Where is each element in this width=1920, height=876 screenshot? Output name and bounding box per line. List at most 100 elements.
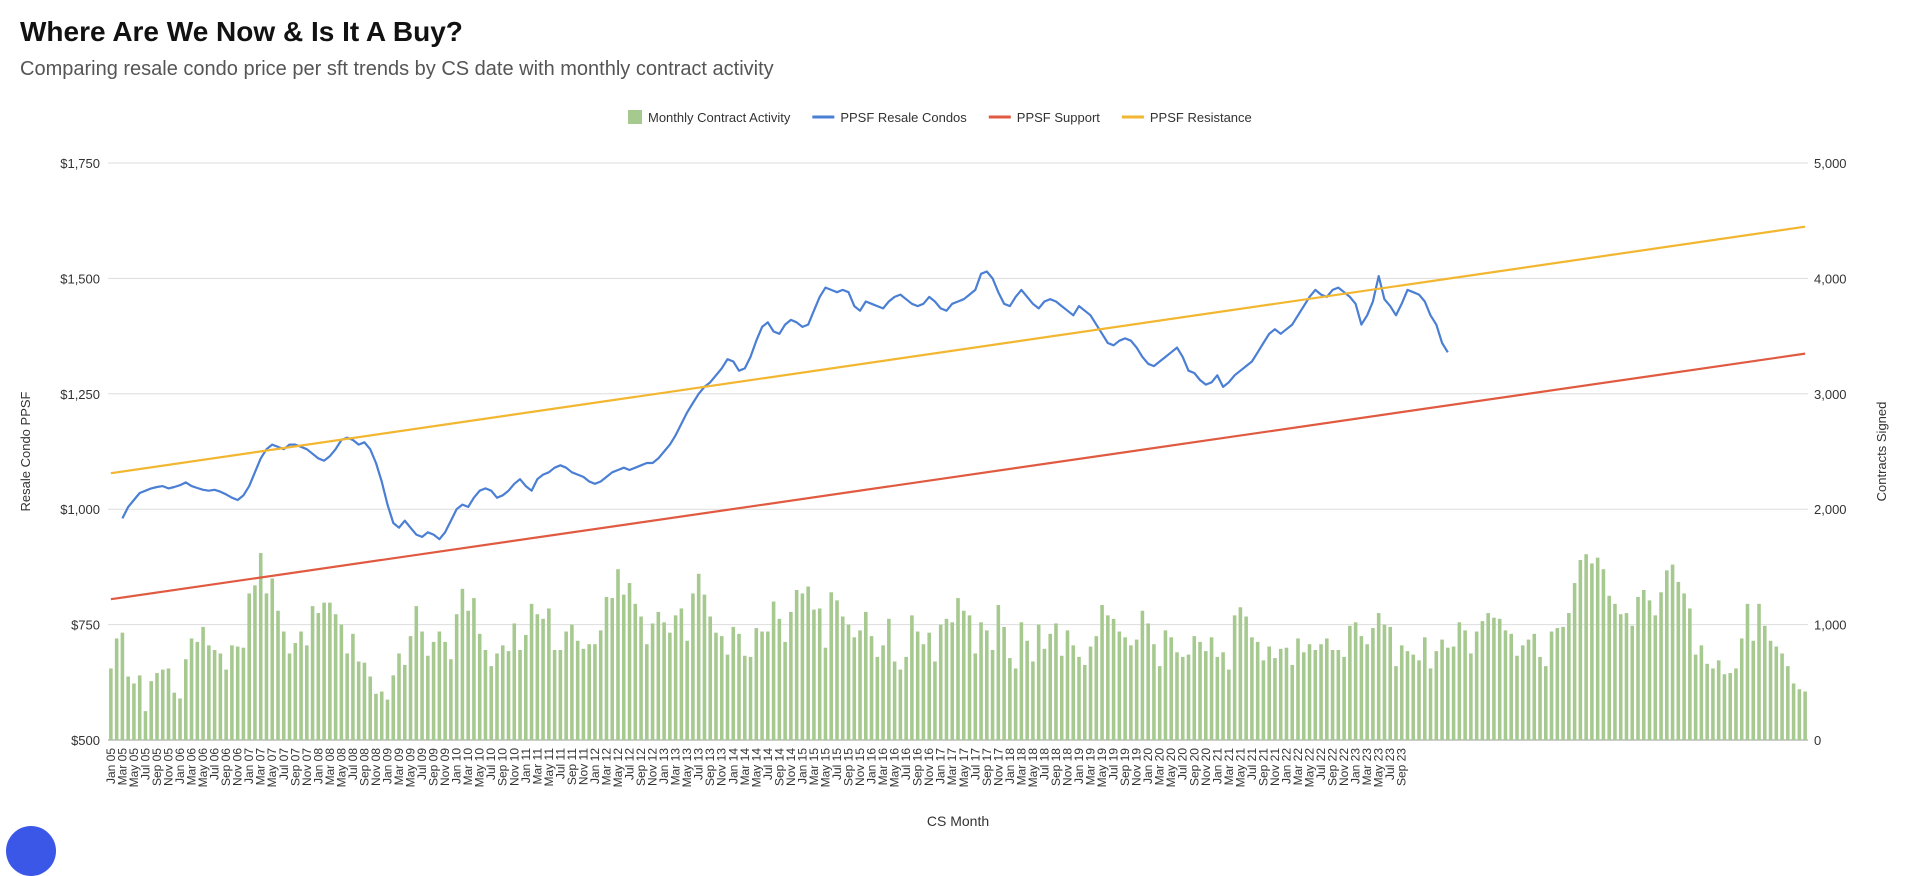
- bar: [645, 644, 649, 740]
- x-tick-label: Jul 09: [415, 748, 429, 780]
- x-axis-label: CS Month: [927, 813, 989, 829]
- bar: [1394, 666, 1398, 740]
- bar: [1497, 618, 1502, 740]
- bar: [397, 653, 401, 740]
- bar: [1469, 653, 1473, 740]
- bar: [610, 598, 615, 740]
- x-tick-label: May 21: [1233, 748, 1247, 788]
- legend-label: PPSF Resale Condos: [840, 110, 967, 125]
- y-tick-label-right: 0: [1814, 733, 1821, 748]
- bar: [1457, 622, 1462, 740]
- bar: [1025, 640, 1029, 740]
- bar: [892, 661, 897, 740]
- bar: [748, 656, 753, 740]
- bar: [1647, 600, 1652, 740]
- bar: [454, 614, 459, 740]
- bar: [1319, 644, 1323, 740]
- y-tick-label-left: $1,500: [60, 271, 100, 286]
- bar: [1186, 654, 1191, 740]
- x-tick-label: Sep 23: [1395, 748, 1409, 786]
- bar: [1428, 668, 1433, 740]
- bar: [990, 649, 995, 740]
- bar: [1567, 613, 1571, 740]
- x-tick-label: May 05: [127, 748, 141, 788]
- bar: [385, 699, 390, 740]
- bar: [1624, 613, 1629, 740]
- bar: [1036, 624, 1041, 740]
- avatar[interactable]: [6, 826, 56, 876]
- bar: [270, 578, 275, 740]
- bar: [587, 644, 591, 740]
- bar: [673, 615, 678, 740]
- x-tick-label: May 19: [1095, 748, 1109, 788]
- y-tick-label-right: 1,000: [1814, 618, 1847, 633]
- bar: [1244, 616, 1248, 740]
- bar: [1267, 646, 1271, 740]
- bar: [1705, 663, 1709, 740]
- y-tick-label-left: $1,000: [60, 502, 100, 517]
- bar: [1803, 691, 1807, 740]
- x-tick-label: Sep 16: [911, 748, 925, 786]
- bar: [1480, 621, 1485, 740]
- y-tick-label-right: 5,000: [1814, 156, 1847, 171]
- bar: [160, 669, 165, 740]
- bar: [627, 583, 632, 740]
- bar: [1538, 656, 1542, 740]
- bar: [1440, 639, 1444, 740]
- bar: [1255, 641, 1260, 740]
- bar: [575, 640, 580, 740]
- bar: [742, 655, 747, 740]
- bar: [1618, 614, 1623, 740]
- bar: [506, 651, 511, 740]
- bar: [1601, 569, 1606, 740]
- bar: [967, 615, 972, 740]
- bar: [1163, 630, 1168, 740]
- x-tick-label: Jul 08: [346, 748, 360, 780]
- bar: [1670, 564, 1675, 740]
- x-tick-label: Nov 17: [991, 748, 1005, 786]
- bar: [719, 636, 724, 740]
- bar: [650, 623, 655, 740]
- x-tick-label: Jan 05: [104, 748, 118, 784]
- bar: [1578, 559, 1583, 740]
- bar: [109, 668, 113, 740]
- x-tick-label: Nov 19: [1130, 748, 1144, 786]
- bar: [1019, 622, 1024, 740]
- bar: [1422, 637, 1427, 740]
- bar: [218, 653, 223, 740]
- x-tick-label: Mar 10: [461, 748, 475, 786]
- x-tick-label: Jan 07: [242, 748, 256, 784]
- bar: [207, 645, 211, 740]
- bar: [195, 641, 200, 740]
- bar: [1526, 639, 1531, 740]
- x-tick-label: May 18: [1026, 748, 1040, 788]
- bar: [437, 631, 442, 740]
- bar: [1411, 654, 1416, 740]
- x-tick-label: Jul 16: [899, 748, 913, 780]
- x-tick-label: Mar 21: [1222, 748, 1236, 786]
- bar: [1636, 596, 1640, 740]
- bar: [973, 653, 978, 740]
- bar: [541, 618, 545, 740]
- bar: [656, 611, 661, 740]
- bar: [362, 662, 367, 740]
- bar: [996, 604, 1001, 740]
- x-tick-label: Nov 10: [507, 748, 521, 786]
- bar: [258, 553, 263, 740]
- x-tick-label: Nov 11: [576, 748, 590, 785]
- x-tick-label: May 16: [888, 748, 902, 788]
- bar: [835, 600, 839, 740]
- x-tick-label: Sep 13: [703, 748, 717, 786]
- bar: [1013, 668, 1018, 740]
- x-tick-label: May 07: [265, 748, 279, 788]
- bar: [1215, 656, 1220, 740]
- bar: [1751, 640, 1756, 740]
- bar: [1474, 631, 1479, 740]
- bar: [1630, 625, 1635, 740]
- bar: [1232, 615, 1237, 740]
- y-tick-label-right: 3,000: [1814, 387, 1847, 402]
- bar: [287, 653, 292, 740]
- bar: [1463, 630, 1467, 740]
- bar: [1595, 557, 1600, 740]
- x-tick-label: Nov 13: [715, 748, 729, 786]
